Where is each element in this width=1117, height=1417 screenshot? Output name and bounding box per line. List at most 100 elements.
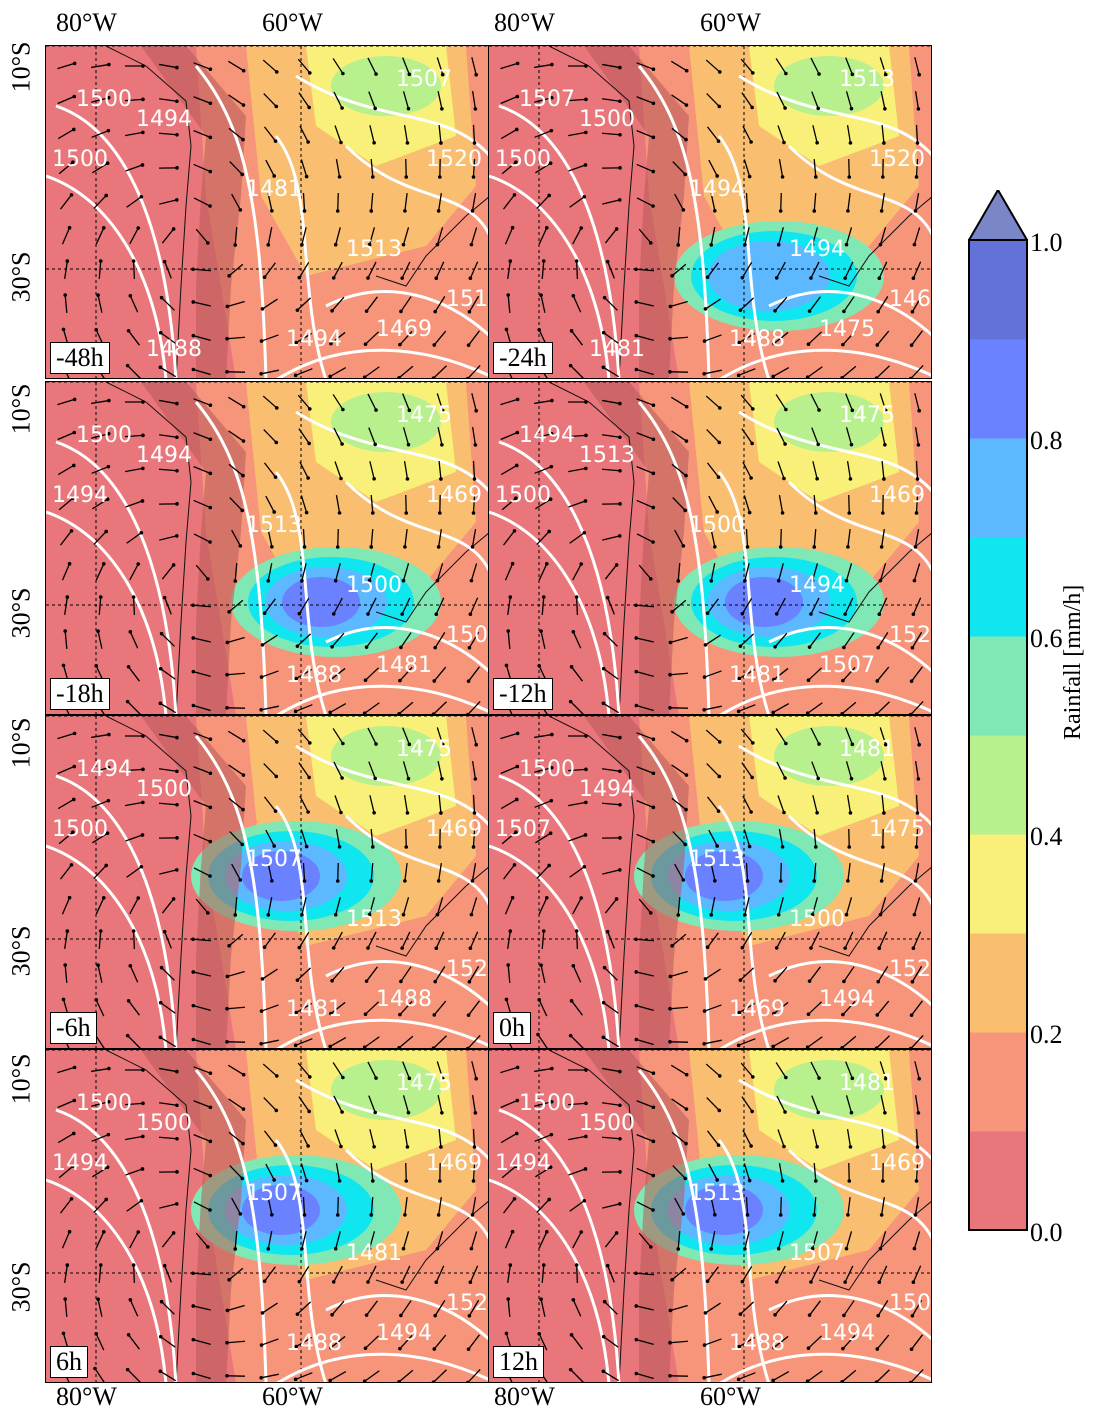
wind-vector: [500, 1099, 518, 1109]
wind-vector-head: [504, 663, 509, 668]
wind-vector-head: [126, 665, 131, 669]
wind-vector: [507, 261, 511, 279]
wind-vector-head: [65, 595, 70, 599]
wind-vector-head: [812, 879, 817, 883]
wind-vector: [845, 91, 853, 109]
wind-vector-head: [467, 309, 472, 314]
wind-vector-head: [850, 72, 855, 77]
wind-vector-head: [917, 72, 921, 77]
wind-vector: [61, 897, 71, 915]
wind-vector-head: [618, 468, 622, 473]
wind-vector-head: [331, 1280, 336, 1284]
wind-vector-head: [715, 510, 719, 514]
geopotential-contour: [719, 1352, 931, 1382]
wind-vector: [602, 1036, 620, 1048]
wind-vector-head: [510, 225, 515, 230]
lat-label-10s-row4: 10°S: [6, 1053, 36, 1105]
wind-vector-head: [374, 1076, 378, 1080]
wind-vector-head: [843, 276, 847, 280]
wind-vector-head: [171, 227, 176, 231]
wind-vector-head: [738, 644, 743, 648]
wind-vector: [195, 898, 209, 914]
wind-vector: [602, 63, 620, 69]
wind-vector: [400, 296, 412, 312]
wind-vector: [262, 1302, 278, 1314]
wind-vector: [776, 761, 786, 779]
wind-vector-head: [515, 94, 520, 99]
wind-vector: [57, 1099, 75, 1109]
wind-vector: [607, 1265, 615, 1283]
wind-vector-head: [634, 937, 638, 942]
wind-vector: [636, 432, 654, 440]
wind-vector-head: [233, 913, 238, 917]
wind-vector-head: [916, 1111, 921, 1115]
wind-vector: [780, 528, 782, 548]
wind-vector: [468, 965, 480, 983]
wind-vector: [64, 630, 68, 650]
wind-vector-head: [274, 104, 279, 109]
wind-vector-head: [544, 896, 549, 900]
wind-vector: [228, 127, 244, 141]
wind-vector-head: [584, 734, 588, 738]
wind-vector-head: [469, 1246, 474, 1251]
wind-vector: [811, 227, 819, 245]
wind-vector: [602, 1203, 620, 1209]
wind-vector-head: [69, 529, 74, 533]
wind-vector-head: [809, 946, 813, 950]
wind-vector-head: [65, 259, 70, 263]
wind-vector: [876, 1000, 890, 1016]
wind-vector-head: [544, 562, 549, 566]
wind-vector-head: [582, 194, 587, 199]
wind-vector: [914, 863, 920, 881]
wind-vector-head: [308, 407, 312, 411]
geopotential-contour: [787, 144, 931, 236]
geopotential-contour: [344, 814, 488, 906]
isobar-label: 1520: [869, 147, 925, 172]
wind-vector: [741, 762, 753, 778]
wind-vector: [843, 1300, 855, 1316]
wind-vector-head: [63, 1297, 67, 1301]
wind-vector: [161, 1232, 175, 1248]
wind-vector: [265, 495, 275, 513]
wind-vector: [332, 728, 344, 744]
wind-vector: [504, 1231, 514, 1249]
wind-vector: [295, 668, 313, 680]
wind-vector-head: [911, 1280, 916, 1285]
wind-vector-head: [574, 595, 579, 599]
isobar-label: 1513: [446, 287, 489, 312]
wind-vector: [739, 1301, 755, 1315]
wind-vector-head: [440, 742, 445, 747]
wind-vector: [193, 1005, 211, 1011]
wind-vector-head: [915, 1145, 920, 1149]
wind-vector-head: [225, 1340, 229, 1345]
isobar-label: 1494: [376, 1321, 432, 1346]
isobar-label: 1520: [446, 957, 489, 982]
wind-vector-head: [883, 1076, 888, 1081]
andes-terrain: [141, 1050, 246, 1382]
panel-time-label: -48h: [50, 342, 110, 374]
wind-vector: [500, 1132, 518, 1144]
wind-vector: [469, 1265, 479, 1283]
wind-vector: [132, 596, 136, 616]
wind-vector-head: [705, 275, 710, 280]
wind-vector: [438, 794, 442, 814]
wind-vector: [297, 728, 311, 744]
geopotential-contour: [194, 1069, 268, 1382]
wind-vector: [500, 765, 518, 775]
wind-vector-head: [174, 198, 179, 202]
wind-vector-head: [432, 679, 437, 683]
geopotential-contour: [637, 401, 711, 714]
wind-vector-head: [515, 61, 520, 66]
wind-vector-head: [815, 140, 819, 145]
wind-vector-head: [876, 979, 880, 984]
wind-vector: [95, 563, 105, 581]
wind-vector: [706, 763, 720, 777]
geopotential-contour: [46, 844, 168, 1048]
wind-vector: [433, 701, 447, 714]
wind-vector-head: [431, 712, 436, 714]
wind-vector-head: [504, 1331, 509, 1336]
wind-vector: [124, 434, 144, 438]
wind-vector: [500, 798, 518, 810]
isobar-label: 1488: [729, 1331, 785, 1356]
wind-vector-head: [362, 375, 367, 378]
